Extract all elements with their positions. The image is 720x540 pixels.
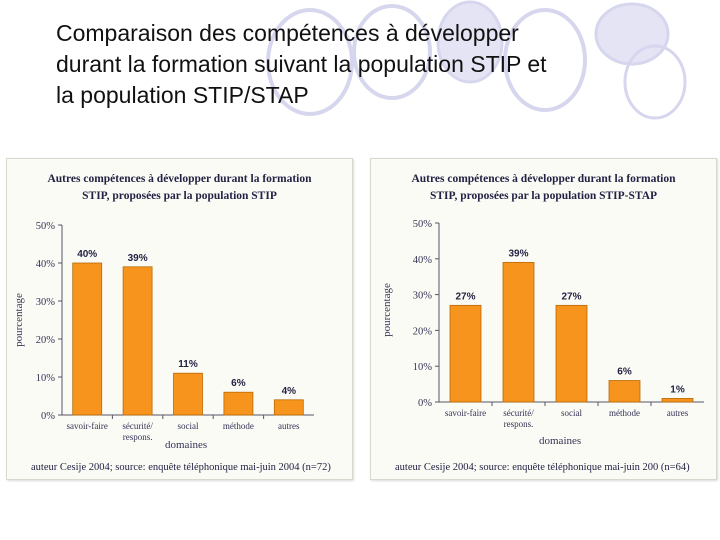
x-tick-label: autres — [278, 421, 300, 431]
bar-value-label: 27% — [455, 291, 475, 302]
bar-value-label: 4% — [282, 386, 297, 397]
x-tick-label: respons. — [123, 432, 153, 442]
x-tick-label: social — [561, 408, 582, 418]
y-tick-label: 50% — [413, 219, 433, 230]
x-tick-label: social — [178, 421, 199, 431]
chart-plot: 0% 10% 20% 30% 40% 50% 27% savoir-faire 39% sécur… — [413, 219, 704, 429]
bar-value-label: 11% — [178, 359, 198, 370]
x-axis-label: domaines — [165, 439, 208, 451]
decorative-rings — [266, 0, 687, 120]
slide-title-line-1: Comparaison des compétences à développer — [56, 20, 519, 46]
x-axis-label: domaines — [539, 435, 582, 447]
chart-title: Autres compétences à développer durant l… — [371, 171, 716, 205]
slide-title-line-3: la population STIP/STAP — [56, 82, 309, 108]
bar — [72, 262, 103, 416]
bar — [502, 261, 535, 403]
y-tick-label: 0% — [418, 398, 432, 409]
y-tick-label: 10% — [36, 373, 56, 384]
bar — [449, 304, 482, 403]
y-tick-label: 40% — [413, 255, 433, 266]
x-tick-label: respons. — [504, 419, 534, 429]
bar-value-label: 39% — [508, 248, 528, 259]
bar-value-label: 40% — [77, 249, 97, 260]
x-tick-label: savoir-faire — [445, 408, 486, 418]
y-tick-label: 20% — [36, 335, 56, 346]
ring-2 — [352, 4, 432, 100]
slide-title-line-2: durant la formation suivant la populatio… — [56, 51, 547, 77]
x-tick-label: savoir-faire — [67, 421, 108, 431]
bar — [223, 391, 254, 416]
y-tick-label: 50% — [36, 221, 56, 232]
chart-plot: 0% 10% 20% 30% 40% 50% 40% savoir-faire 39% sécur… — [36, 221, 314, 442]
bar-value-label: 6% — [617, 367, 632, 378]
chart-panel-stip-stap: Autres compétences à développer durant l… — [370, 158, 717, 480]
bar — [661, 398, 694, 403]
x-tick-label: méthode — [609, 408, 640, 418]
ring-5 — [594, 2, 670, 66]
chart-title-line-2: STIP, proposées par la population STIP — [82, 190, 277, 202]
y-tick-label: 30% — [36, 297, 56, 308]
ring-1 — [266, 8, 354, 116]
y-tick-label: 30% — [413, 291, 433, 302]
bar-value-label: 1% — [670, 384, 685, 395]
bar — [122, 266, 153, 416]
x-tick-label: sécurité/ — [122, 421, 153, 431]
chart-panel-stip: Autres compétences à développer durant l… — [6, 158, 353, 480]
y-tick-label: 40% — [36, 259, 56, 270]
x-tick-label: méthode — [223, 421, 254, 431]
bar — [173, 372, 203, 416]
ring-6 — [623, 44, 687, 120]
bar — [555, 304, 588, 403]
chart-title-line-1: Autres compétences à développer durant l… — [47, 173, 312, 185]
bar — [273, 399, 304, 416]
slide-title: Comparaison des compétences à développer… — [56, 18, 696, 111]
ring-3 — [436, 0, 504, 84]
chart-footer: auteur Cesije 2004; source: enquête télé… — [395, 462, 690, 473]
ring-4 — [503, 8, 587, 112]
bar-value-label: 6% — [231, 378, 246, 389]
bar-value-label: 39% — [128, 253, 148, 264]
x-tick-label: sécurité/ — [503, 408, 534, 418]
x-tick-label: autres — [667, 408, 689, 418]
chart-footer: auteur Cesije 2004; source: enquête télé… — [31, 462, 331, 473]
y-tick-label: 20% — [413, 326, 433, 337]
chart-title-line-1: Autres compétences à développer durant l… — [411, 173, 676, 185]
chart-title-line-2: STIP, proposées par la population STIP-S… — [429, 190, 658, 202]
bar — [608, 380, 641, 403]
y-tick-label: 0% — [41, 411, 55, 422]
bar-value-label: 27% — [561, 291, 581, 302]
chart-title: Autres compétences à développer durant l… — [7, 171, 352, 205]
y-tick-label: 10% — [413, 362, 433, 373]
